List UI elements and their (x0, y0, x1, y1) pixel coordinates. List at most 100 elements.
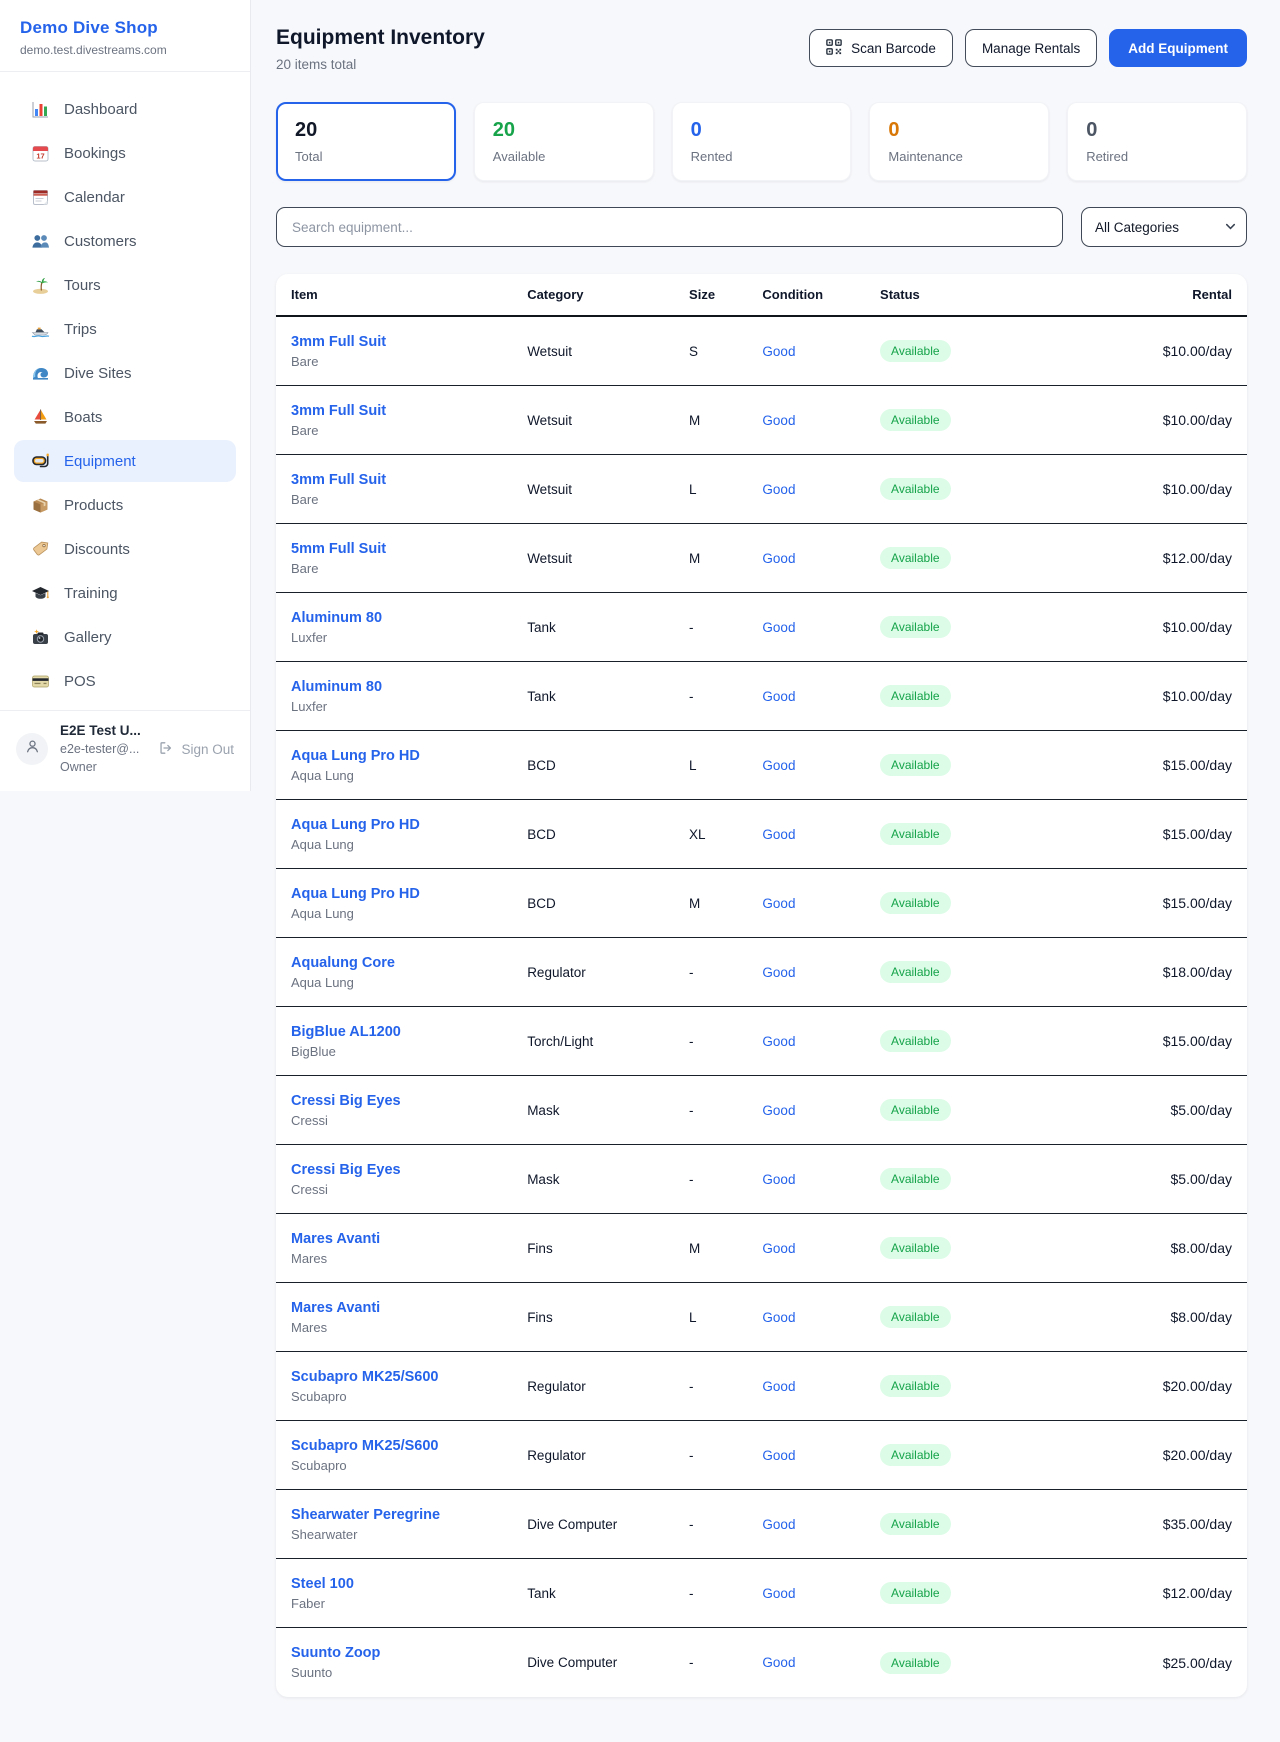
item-name-link[interactable]: 3mm Full Suit (291, 333, 387, 350)
sign-out-button[interactable]: Sign Out (158, 740, 234, 759)
sidebar-item-gallery[interactable]: Gallery (14, 616, 236, 658)
condition-link[interactable]: Good (762, 412, 796, 428)
item-name-link[interactable]: Cressi Big Eyes (291, 1161, 401, 1178)
item-name-link[interactable]: Scubapro MK25/S600 (291, 1368, 439, 1385)
stat-card-total[interactable]: 20 Total (276, 102, 456, 181)
item-name-link[interactable]: Cressi Big Eyes (291, 1092, 401, 1109)
speedboat-icon (31, 320, 50, 339)
sidebar-item-dive-sites[interactable]: Dive Sites (14, 352, 236, 394)
condition-link[interactable]: Good (762, 1378, 796, 1394)
column-header-rental: Rental (1192, 287, 1232, 302)
status-badge: Available (880, 1582, 951, 1604)
sidebar-item-training[interactable]: Training (14, 572, 236, 614)
item-name-link[interactable]: Aqua Lung Pro HD (291, 816, 420, 833)
size-cell: - (689, 1171, 694, 1187)
rental-cell: $10.00/day (1162, 343, 1232, 359)
condition-link[interactable]: Good (762, 964, 796, 980)
sidebar-item-equipment[interactable]: Equipment (14, 440, 236, 482)
item-name-link[interactable]: Suunto Zoop (291, 1645, 381, 1661)
status-badge: Available (880, 1513, 951, 1535)
condition-link[interactable]: Good (762, 688, 796, 704)
item-name-link[interactable]: Mares Avanti (291, 1299, 381, 1316)
table-body: 3mm Full Suit Bare Wetsuit S Good Availa… (276, 317, 1247, 1697)
stat-card-available[interactable]: 20 Available (473, 102, 654, 181)
sidebar-item-label: Bookings (64, 144, 126, 162)
size-cell: - (689, 688, 694, 704)
sidebar-item-bookings[interactable]: 17 Bookings (14, 132, 236, 174)
sidebar-item-calendar[interactable]: Calendar (14, 176, 236, 218)
item-cell: Aqua Lung Pro HD Aqua Lung (291, 886, 527, 921)
table-row: 5mm Full Suit Bare Wetsuit M Good Availa… (276, 524, 1247, 593)
item-name-link[interactable]: BigBlue AL1200 (291, 1023, 401, 1040)
add-equipment-button[interactable]: Add Equipment (1109, 29, 1247, 67)
item-name-link[interactable]: Aluminum 80 (291, 609, 383, 626)
item-brand: Bare (291, 491, 319, 507)
condition-link[interactable]: Good (762, 550, 796, 566)
brand-name[interactable]: Demo Dive Shop (20, 18, 158, 37)
condition-link[interactable]: Good (762, 1447, 796, 1463)
item-name-link[interactable]: Aluminum 80 (291, 678, 383, 695)
status-badge: Available (880, 1237, 951, 1259)
condition-link[interactable]: Good (762, 895, 796, 911)
status-cell: Available (880, 1582, 1059, 1604)
item-name-link[interactable]: Shearwater Peregrine (291, 1506, 441, 1523)
sidebar-item-tours[interactable]: Tours (14, 264, 236, 306)
sidebar-item-label: Tours (64, 276, 101, 294)
condition-link[interactable]: Good (762, 826, 796, 842)
table-row: 3mm Full Suit Bare Wetsuit L Good Availa… (276, 455, 1247, 524)
stat-card-maintenance[interactable]: 0 Maintenance (869, 102, 1050, 181)
sidebar-item-products[interactable]: Products (14, 484, 236, 526)
rental-cell: $8.00/day (1170, 1309, 1233, 1325)
search-input[interactable] (276, 207, 1063, 247)
item-name-link[interactable]: Aqua Lung Pro HD (291, 885, 420, 902)
status-badge: Available (880, 1444, 951, 1466)
condition-link[interactable]: Good (762, 1240, 796, 1256)
sidebar-item-trips[interactable]: Trips (14, 308, 236, 350)
manage-rentals-button[interactable]: Manage Rentals (964, 29, 1098, 67)
condition-link[interactable]: Good (762, 481, 796, 497)
item-name-link[interactable]: 5mm Full Suit (291, 540, 387, 557)
table-row: Cressi Big Eyes Cressi Mask - Good Avail… (276, 1145, 1247, 1214)
item-name-link[interactable]: 3mm Full Suit (291, 402, 387, 419)
user-email: e2e-tester@... (60, 741, 140, 756)
sidebar-item-label: POS (64, 672, 96, 690)
condition-link[interactable]: Good (762, 1585, 796, 1601)
scan-barcode-button[interactable]: Scan Barcode (809, 29, 953, 67)
condition-link[interactable]: Good (762, 1171, 796, 1187)
status-badge: Available (880, 823, 951, 845)
item-brand: Aqua Lung (291, 836, 354, 852)
sidebar-item-pos[interactable]: POS (14, 660, 236, 702)
condition-link[interactable]: Good (762, 1655, 796, 1670)
column-header-size: Size (689, 287, 716, 302)
size-cell: M (689, 550, 701, 566)
sidebar-item-boats[interactable]: Boats (14, 396, 236, 438)
item-name-link[interactable]: Aqualung Core (291, 954, 395, 971)
manage-rentals-label: Manage Rentals (981, 40, 1081, 56)
stat-value: 0 (1086, 119, 1098, 141)
size-cell: L (689, 1309, 697, 1325)
item-name-link[interactable]: Mares Avanti (291, 1230, 381, 1247)
condition-link[interactable]: Good (762, 1516, 796, 1532)
condition-link[interactable]: Good (762, 1033, 796, 1049)
stat-card-retired[interactable]: 0 Retired (1067, 102, 1247, 181)
items-total-count: 20 items total (276, 57, 357, 72)
item-name-link[interactable]: Aqua Lung Pro HD (291, 747, 420, 764)
item-name-link[interactable]: 3mm Full Suit (291, 471, 387, 488)
condition-link[interactable]: Good (762, 343, 796, 359)
item-name-link[interactable]: Scubapro MK25/S600 (291, 1437, 439, 1454)
condition-link[interactable]: Good (762, 757, 796, 773)
sidebar-item-label: Trips (64, 320, 97, 338)
category-select[interactable]: All Categories (1081, 207, 1247, 247)
condition-link[interactable]: Good (762, 1102, 796, 1118)
category-cell: Regulator (527, 1378, 586, 1394)
sidebar-item-customers[interactable]: Customers (14, 220, 236, 262)
user-meta: E2E Test U... e2e-tester@... Owner (60, 723, 141, 775)
qr-scan-icon (826, 38, 842, 58)
condition-link[interactable]: Good (762, 1309, 796, 1325)
condition-link[interactable]: Good (762, 619, 796, 635)
status-cell: Available (880, 1375, 1059, 1397)
stat-card-rented[interactable]: 0 Rented (671, 102, 852, 181)
item-name-link[interactable]: Steel 100 (291, 1575, 354, 1592)
sidebar-item-dashboard[interactable]: Dashboard (14, 88, 236, 130)
sidebar-item-discounts[interactable]: Discounts (14, 528, 236, 570)
